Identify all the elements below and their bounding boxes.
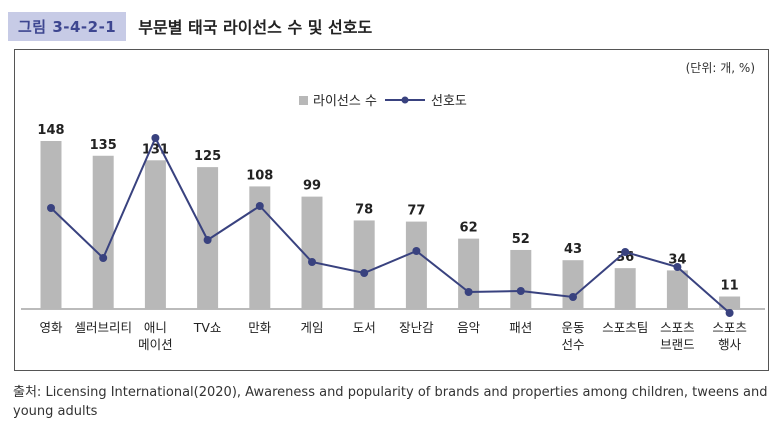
- preference-point-7: [412, 247, 420, 255]
- preference-point-8: [465, 288, 473, 296]
- legend-line-label: 선호도: [431, 94, 467, 109]
- figure-header: 그림 3-4-2-1 부문별 태국 라이선스 수 및 선호도: [8, 11, 372, 41]
- category-label-6: 도서: [353, 320, 376, 335]
- category-label-8: 음악: [457, 320, 481, 335]
- bar-value-label-9: 52: [512, 232, 530, 247]
- bar-11: [615, 268, 636, 309]
- category-label-13: 스포츠 행사: [712, 320, 747, 352]
- bar-value-label-3: 125: [194, 149, 221, 164]
- preference-point-10: [569, 293, 577, 301]
- bar-6: [354, 220, 375, 309]
- category-label-2: 애니 메이션: [138, 320, 173, 352]
- source-note: 출처: Licensing International(2020), Aware…: [13, 383, 773, 421]
- category-label-5: 게임: [300, 320, 323, 335]
- legend: 라이선스 수 선호도: [299, 94, 467, 109]
- bar-value-label-5: 99: [303, 179, 321, 194]
- bar-value-label-4: 108: [246, 168, 273, 183]
- preference-point-11: [621, 248, 629, 256]
- legend-line-marker: [402, 97, 409, 104]
- unit-note: (단위: 개, %): [686, 61, 755, 75]
- category-label-10: 운동 선수: [561, 320, 584, 352]
- category-label-9: 패션: [509, 320, 532, 335]
- bar-value-label-0: 148: [37, 123, 64, 138]
- bar-value-label-7: 77: [407, 204, 425, 219]
- category-labels: 영화 셀러브리티 애니 메이션 TV쇼 만화 게임 도서 장난감 음악 패션 운동 선수 스포츠팀 스포츠 브…: [39, 320, 746, 352]
- bar-value-label-6: 78: [355, 202, 373, 217]
- bar-value-label-13: 11: [721, 279, 739, 294]
- preference-point-4: [256, 202, 264, 210]
- bar-10: [563, 260, 584, 309]
- preference-point-3: [204, 236, 212, 244]
- bar-value-label-8: 62: [460, 221, 478, 236]
- chart-frame: (단위: 개, %) 라이선스 수 선호도 148 135 131 125 108 99 7…: [14, 49, 769, 371]
- bar-series: [41, 141, 741, 309]
- legend-bar-swatch: [299, 96, 308, 105]
- bar-2: [145, 160, 166, 309]
- bar-0: [41, 141, 62, 309]
- preference-point-13: [726, 309, 734, 317]
- figure-title: 부문별 태국 라이선스 수 및 선호도: [138, 14, 372, 38]
- bar-1: [93, 156, 114, 309]
- source-label: 출처:: [13, 385, 41, 400]
- bar-9: [510, 250, 531, 309]
- bar-7: [406, 222, 427, 309]
- preference-point-5: [308, 258, 316, 266]
- category-label-0: 영화: [39, 320, 63, 335]
- category-label-11: 스포츠팀: [602, 320, 648, 335]
- preference-point-6: [360, 269, 368, 277]
- preference-point-1: [99, 254, 107, 262]
- preference-point-2: [151, 134, 159, 142]
- legend-bar-label: 라이선스 수: [313, 94, 377, 109]
- preference-point-12: [673, 263, 681, 271]
- preference-point-9: [517, 287, 525, 295]
- bar-value-label-1: 135: [90, 138, 117, 153]
- source-text: Licensing International(2020), Awareness…: [13, 385, 768, 419]
- category-label-4: 만화: [248, 320, 272, 335]
- category-label-1: 셀러브리티: [74, 320, 132, 335]
- bar-12: [667, 270, 688, 309]
- figure-label: 그림 3-4-2-1: [8, 12, 126, 41]
- category-label-7: 장난감: [399, 320, 434, 335]
- bar-8: [458, 239, 479, 309]
- preference-point-0: [47, 204, 55, 212]
- category-label-12: 스포츠 브랜드: [660, 320, 695, 352]
- bar-value-label-10: 43: [564, 242, 582, 257]
- category-label-3: TV쇼: [193, 320, 222, 335]
